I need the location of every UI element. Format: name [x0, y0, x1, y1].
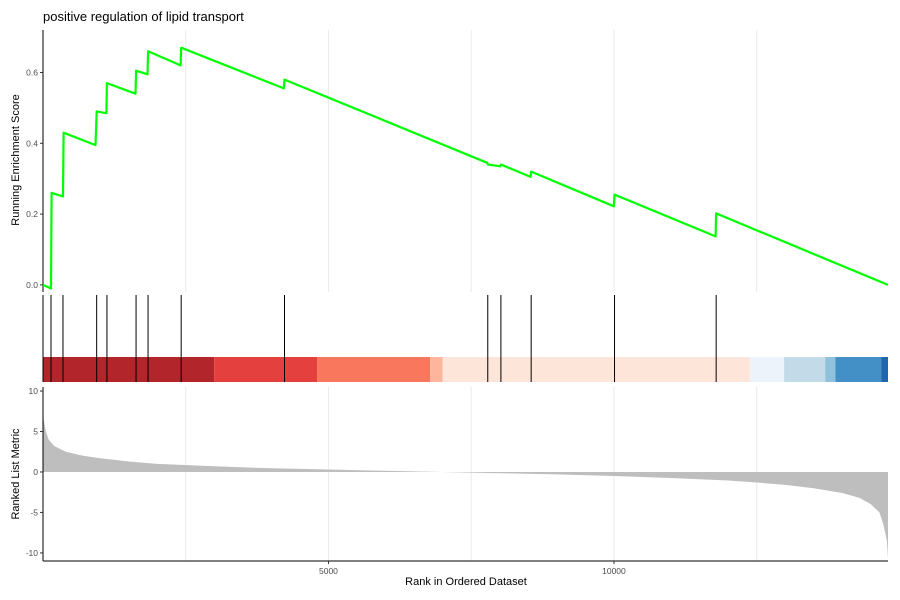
color-band-9	[881, 357, 888, 382]
rank-color-bands	[43, 357, 888, 382]
gene-hits-panel	[42, 295, 888, 382]
bottom-y-tick-label-1: 5	[33, 427, 38, 437]
chart-title: positive regulation of lipid transport	[43, 9, 244, 24]
color-band-3	[430, 357, 443, 382]
gene-hit-ticks	[42, 295, 717, 382]
color-band-2	[317, 357, 431, 382]
top-panel-y-ticks: 0.0 0.2 0.4 0.6	[26, 67, 43, 290]
top-panel-gridlines	[185, 30, 758, 292]
color-band-8	[835, 357, 882, 382]
color-band-7	[825, 357, 836, 382]
x-tick-label-0: 5000	[319, 566, 338, 576]
bottom-y-tick-label-2: 0	[33, 467, 38, 477]
y-axis-label-running-enrichment: Running Enrichment Score	[10, 94, 22, 225]
top-y-tick-label-2: 0.4	[26, 138, 38, 148]
color-band-1	[214, 357, 318, 382]
x-axis-label: Rank in Ordered Dataset	[405, 576, 527, 588]
x-axis-ticks: 5000 10000	[319, 561, 626, 576]
color-band-6	[784, 357, 826, 382]
color-band-4	[442, 357, 750, 382]
color-band-5	[749, 357, 785, 382]
x-tick-label-1: 10000	[602, 566, 626, 576]
bottom-y-tick-label-4: -10	[26, 548, 39, 558]
bottom-y-tick-label-3: -5	[30, 507, 38, 517]
top-y-tick-label-3: 0.6	[26, 67, 38, 77]
color-band-0	[43, 357, 215, 382]
y-axis-label-ranked-metric: Ranked List Metric	[10, 428, 22, 520]
bottom-panel-y-ticks: 10 5 0 -5 -10	[26, 386, 43, 558]
running-enrichment-panel: 0.0 0.2 0.4 0.6 Running Enrichment Score	[10, 30, 889, 292]
bottom-y-tick-label-0: 10	[29, 386, 39, 396]
top-y-tick-label-0: 0.0	[26, 280, 38, 290]
ranked-metric-panel: 10 5 0 -5 -10 5000 10000 Ranked List Metric R…	[10, 386, 888, 588]
ranked-metric-area	[43, 415, 888, 559]
series-line-running-enrichment	[42, 46, 889, 290]
top-y-tick-label-1: 0.2	[26, 209, 38, 219]
bottom-panel-axes	[42, 387, 888, 562]
